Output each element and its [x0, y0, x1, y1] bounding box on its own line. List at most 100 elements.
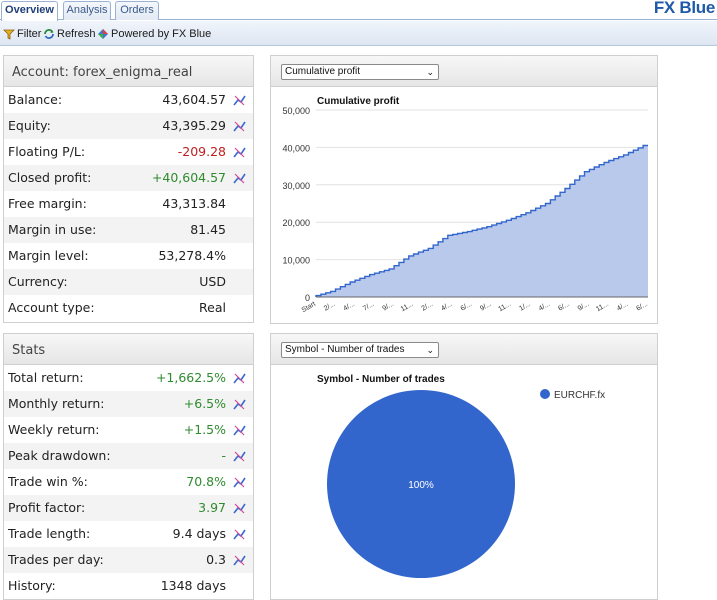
metric-label: Free margin: [8, 196, 87, 211]
metric-value: 81.45 [190, 222, 226, 237]
chart-line-icon[interactable] [233, 94, 246, 106]
account-panel: Account: forex_enigma_real Balance: 43,60… [3, 55, 254, 323]
metric-row: Free margin: 43,313.84 [4, 191, 253, 217]
chart-line-icon[interactable] [233, 372, 246, 384]
metric-value: +1.5% [183, 422, 226, 437]
metric-row: Closed profit: +40,604.57 [4, 165, 253, 191]
symbol-trades-panel: Symbol - Number of trades ⌄ Symbol - Num… [270, 333, 658, 600]
symbol-chart-select[interactable]: Symbol - Number of trades ⌄ [281, 342, 439, 358]
metric-label: Monthly return: [8, 396, 105, 411]
metric-value: 53,278.4% [158, 248, 226, 263]
symbol-pie-chart: 100% EURCHF.fx [327, 389, 605, 578]
metric-value: 3.97 [198, 500, 226, 515]
fxblue-logo: FX Blue [653, 0, 715, 17]
chart-line-icon[interactable] [233, 398, 246, 410]
metric-label: History: [8, 578, 56, 593]
metric-value: 43,313.84 [162, 196, 226, 211]
powered-by-label: Powered by FX Blue [111, 27, 212, 40]
chart-line-icon[interactable] [233, 424, 246, 436]
metric-row: Peak drawdown: - [4, 443, 253, 469]
x-tick-label: 4/... [538, 301, 552, 313]
metric-row: Trade win %: 70.8% [4, 469, 253, 495]
x-tick-label: 4/... [616, 301, 630, 313]
stats-rows: Total return: +1,662.5% Monthly return: +6.… [4, 365, 253, 599]
stats-panel-title: Stats [4, 334, 253, 365]
metric-value: - [221, 448, 226, 463]
metric-label: Floating P/L: [8, 144, 86, 159]
metric-row: Trade length: 9.4 days [4, 521, 253, 547]
profit-chart-title: Cumulative profit [317, 96, 400, 107]
chart-line-icon[interactable] [233, 528, 246, 540]
metric-label: Balance: [8, 92, 63, 107]
chart-line-icon[interactable] [233, 554, 246, 566]
metric-value: 43,395.29 [162, 118, 226, 133]
chart-line-icon[interactable] [233, 146, 246, 158]
y-tick-label: 20,000 [282, 218, 310, 228]
metric-value: +1,662.5% [155, 370, 226, 385]
x-tick-label: 4/... [342, 301, 356, 313]
x-tick-label: 11... [497, 301, 512, 314]
metric-value: +6.5% [183, 396, 226, 411]
x-tick-label: 4/... [440, 301, 454, 313]
metric-row: Account type: Real [4, 295, 253, 321]
refresh-icon [43, 28, 55, 40]
metric-row: Margin in use: 81.45 [4, 217, 253, 243]
metric-row: Equity: 43,395.29 [4, 113, 253, 139]
profit-select-value: Cumulative profit [285, 66, 361, 77]
x-tick-label: 9/... [479, 301, 493, 313]
filter-button[interactable]: Filter [3, 27, 41, 40]
metric-row: Total return: +1,662.5% [4, 365, 253, 391]
stats-panel: Stats Total return: +1,662.5% Monthly retu… [3, 333, 254, 600]
metric-label: Weekly return: [8, 422, 100, 437]
cumulative-profit-area [316, 145, 648, 297]
metric-row: History: 1348 days [4, 573, 253, 599]
chart-line-icon[interactable] [233, 120, 246, 132]
tab-overview[interactable]: Overview [1, 1, 58, 21]
symbol-chart-title: Symbol - Number of trades [317, 374, 445, 385]
x-tick-label: 2/... [421, 301, 435, 313]
metric-value: Real [199, 300, 226, 315]
metric-row: Profit factor: 3.97 [4, 495, 253, 521]
metric-label: Profit factor: [8, 500, 86, 515]
tab-analysis[interactable]: Analysis [63, 1, 111, 20]
account-rows: Balance: 43,604.57 Equity: 43,395.29 Floatin… [4, 87, 253, 321]
refresh-button[interactable]: Refresh [43, 27, 96, 40]
chart-line-icon[interactable] [233, 476, 246, 488]
cumulative-profit-line [315, 144, 648, 297]
metric-label: Currency: [8, 274, 68, 289]
metric-value: 9.4 days [172, 526, 226, 541]
metric-label: Peak drawdown: [8, 448, 111, 463]
metric-label: Equity: [8, 118, 51, 133]
chart-line-icon[interactable] [233, 502, 246, 514]
cumulative-profit-panel: Cumulative profit ⌄ Cumulative profit 0 1… [270, 55, 658, 324]
metric-label: Account type: [8, 300, 95, 315]
chart-line-icon[interactable] [233, 450, 246, 462]
account-panel-title: Account: forex_enigma_real [4, 56, 253, 87]
metric-row: Weekly return: +1.5% [4, 417, 253, 443]
chart-line-icon[interactable] [233, 172, 246, 184]
x-tick-label: 6/... [557, 301, 571, 313]
toolbar: Filter Refresh Powered by FX Blue [0, 21, 717, 46]
powered-by-link[interactable]: Powered by FX Blue [97, 27, 211, 40]
metric-label: Total return: [8, 370, 84, 385]
filter-icon [3, 28, 15, 40]
profit-chart-select[interactable]: Cumulative profit ⌄ [281, 64, 439, 80]
symbol-select-value: Symbol - Number of trades [285, 344, 405, 355]
metric-value: +40,604.57 [151, 170, 226, 185]
metric-row: Trades per day: 0.3 [4, 547, 253, 573]
metric-row: Margin level: 53,278.4% [4, 243, 253, 269]
metric-label: Trades per day: [8, 552, 104, 567]
metric-label: Margin in use: [8, 222, 97, 237]
fxblue-icon [97, 28, 109, 40]
metric-value: 43,604.57 [162, 92, 226, 107]
y-tick-label: 30,000 [282, 181, 310, 191]
tab-orders[interactable]: Orders [115, 1, 159, 20]
pie-slice-label: 100% [408, 480, 434, 491]
metric-row: Floating P/L: -209.28 [4, 139, 253, 165]
y-tick-label: 40,000 [282, 143, 310, 153]
metric-value: 1348 days [160, 578, 226, 593]
top-tab-bar: Overview Analysis Orders FX Blue [0, 0, 717, 21]
x-tick-label: 9/... [381, 301, 395, 313]
x-tick-label: 9/... [577, 301, 591, 313]
metric-value: 0.3 [206, 552, 226, 567]
